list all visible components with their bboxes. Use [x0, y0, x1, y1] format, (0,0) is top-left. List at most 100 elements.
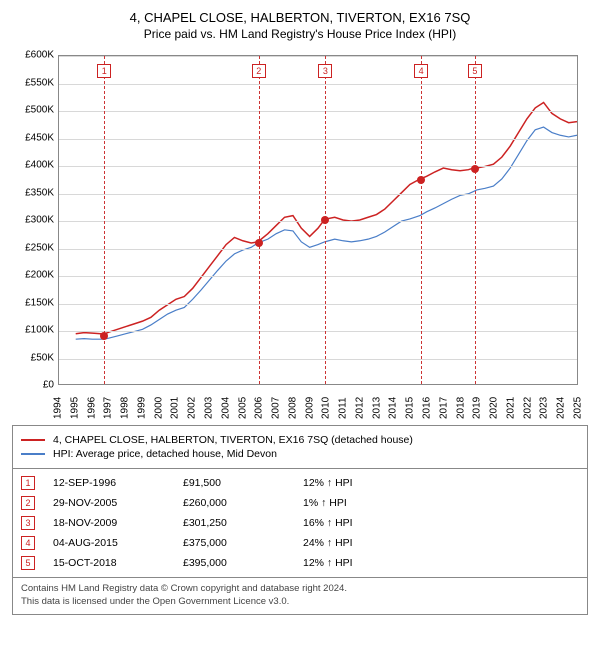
- transaction-hpi: 16% ↑ HPI: [303, 517, 403, 529]
- footer-line2: This data is licensed under the Open Gov…: [21, 596, 579, 609]
- x-tick-label: 2000: [153, 389, 164, 419]
- x-tick-label: 1996: [86, 389, 97, 419]
- gridline: [59, 84, 577, 85]
- sale-marker-line: [259, 56, 260, 384]
- chart-title: 4, CHAPEL CLOSE, HALBERTON, TIVERTON, EX…: [12, 10, 588, 25]
- y-tick-label: £300K: [12, 215, 54, 226]
- x-tick-label: 2001: [170, 389, 181, 419]
- gridline: [59, 304, 577, 305]
- x-tick-label: 2025: [573, 389, 584, 419]
- x-tick-label: 2003: [203, 389, 214, 419]
- x-tick-label: 2010: [321, 389, 332, 419]
- y-tick-label: £50K: [12, 352, 54, 363]
- y-tick-label: £0: [12, 380, 54, 391]
- chart-subtitle: Price paid vs. HM Land Registry's House …: [12, 27, 588, 41]
- sale-marker-badge: 5: [468, 64, 482, 78]
- x-tick-label: 1998: [120, 389, 131, 419]
- x-tick-label: 2021: [505, 389, 516, 419]
- transaction-row: 1 12-SEP-1996£91,50012% ↑ HPI: [21, 473, 579, 493]
- gridline: [59, 194, 577, 195]
- gridline: [59, 139, 577, 140]
- sale-marker-dot: [321, 216, 329, 224]
- gridline: [59, 276, 577, 277]
- x-tick-label: 2008: [287, 389, 298, 419]
- legend: 4, CHAPEL CLOSE, HALBERTON, TIVERTON, EX…: [12, 425, 588, 469]
- x-tick-label: 2011: [338, 389, 349, 419]
- transaction-badge: 5: [21, 556, 35, 570]
- x-tick-label: 2017: [438, 389, 449, 419]
- x-tick-label: 2014: [388, 389, 399, 419]
- gridline: [59, 249, 577, 250]
- x-tick-label: 1994: [53, 389, 64, 419]
- transaction-price: £301,250: [183, 517, 303, 529]
- sale-marker-line: [475, 56, 476, 384]
- y-tick-label: £350K: [12, 187, 54, 198]
- x-tick-label: 2016: [422, 389, 433, 419]
- transaction-hpi: 12% ↑ HPI: [303, 557, 403, 569]
- transaction-date: 15-OCT-2018: [53, 557, 183, 569]
- transaction-row: 3 18-NOV-2009£301,25016% ↑ HPI: [21, 513, 579, 533]
- legend-label: HPI: Average price, detached house, Mid …: [53, 448, 277, 460]
- x-tick-label: 2004: [220, 389, 231, 419]
- transaction-hpi: 1% ↑ HPI: [303, 497, 403, 509]
- x-tick-label: 2024: [556, 389, 567, 419]
- sale-marker-badge: 2: [252, 64, 266, 78]
- x-tick-label: 2023: [539, 389, 550, 419]
- transaction-date: 12-SEP-1996: [53, 477, 183, 489]
- x-tick-label: 1995: [69, 389, 80, 419]
- x-tick-label: 2015: [405, 389, 416, 419]
- footer-line1: Contains HM Land Registry data © Crown c…: [21, 583, 579, 596]
- sale-marker-badge: 3: [318, 64, 332, 78]
- x-tick-label: 1997: [103, 389, 114, 419]
- sale-marker-dot: [255, 239, 263, 247]
- y-tick-label: £500K: [12, 105, 54, 116]
- x-tick-label: 2009: [304, 389, 315, 419]
- transaction-date: 18-NOV-2009: [53, 517, 183, 529]
- plot-region: 1 2 3 4 5: [58, 55, 578, 385]
- gridline: [59, 111, 577, 112]
- sale-marker-badge: 4: [414, 64, 428, 78]
- y-tick-label: £100K: [12, 325, 54, 336]
- transaction-row: 2 29-NOV-2005£260,0001% ↑ HPI: [21, 493, 579, 513]
- transaction-date: 29-NOV-2005: [53, 497, 183, 509]
- legend-swatch: [21, 453, 45, 455]
- x-tick-label: 2005: [237, 389, 248, 419]
- y-tick-label: £150K: [12, 297, 54, 308]
- x-tick-label: 2013: [371, 389, 382, 419]
- gridline: [59, 221, 577, 222]
- sale-marker-badge: 1: [97, 64, 111, 78]
- sale-marker-dot: [471, 165, 479, 173]
- legend-label: 4, CHAPEL CLOSE, HALBERTON, TIVERTON, EX…: [53, 434, 413, 446]
- gridline: [59, 166, 577, 167]
- transaction-price: £91,500: [183, 477, 303, 489]
- transaction-hpi: 12% ↑ HPI: [303, 477, 403, 489]
- transaction-badge: 3: [21, 516, 35, 530]
- transaction-hpi: 24% ↑ HPI: [303, 537, 403, 549]
- y-tick-label: £450K: [12, 132, 54, 143]
- transaction-badge: 2: [21, 496, 35, 510]
- sale-marker-dot: [100, 332, 108, 340]
- x-tick-label: 2007: [271, 389, 282, 419]
- sale-marker-line: [421, 56, 422, 384]
- footer: Contains HM Land Registry data © Crown c…: [12, 578, 588, 615]
- x-tick-label: 2002: [187, 389, 198, 419]
- legend-item: HPI: Average price, detached house, Mid …: [21, 448, 579, 460]
- transaction-price: £375,000: [183, 537, 303, 549]
- series-svg: [59, 56, 577, 384]
- x-tick-label: 2006: [254, 389, 265, 419]
- x-tick-label: 1999: [136, 389, 147, 419]
- transaction-price: £260,000: [183, 497, 303, 509]
- legend-swatch: [21, 439, 45, 441]
- transaction-row: 404-AUG-2015£375,00024% ↑ HPI: [21, 533, 579, 553]
- x-tick-label: 2018: [455, 389, 466, 419]
- transaction-row: 5 15-OCT-2018£395,00012% ↑ HPI: [21, 553, 579, 573]
- gridline: [59, 331, 577, 332]
- transaction-price: £395,000: [183, 557, 303, 569]
- x-tick-label: 2020: [489, 389, 500, 419]
- gridline: [59, 359, 577, 360]
- y-tick-label: £600K: [12, 50, 54, 61]
- transaction-badge: 1: [21, 476, 35, 490]
- gridline: [59, 56, 577, 57]
- transaction-date: 04-AUG-2015: [53, 537, 183, 549]
- y-tick-label: £400K: [12, 160, 54, 171]
